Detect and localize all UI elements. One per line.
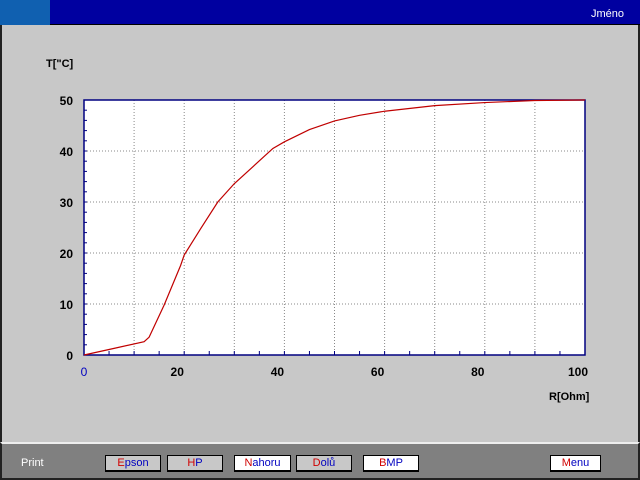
x-tick-label: 20 — [171, 365, 185, 379]
x-tick-label: 60 — [371, 365, 385, 379]
button-hotkey: N — [244, 457, 253, 469]
x-tick-label: 100 — [568, 365, 588, 379]
plot-border — [83, 99, 586, 356]
button-hotkey: E — [117, 457, 125, 469]
button-hotkey: D — [312, 457, 321, 469]
menu-button[interactable]: Menu — [550, 455, 601, 472]
y-tick-label: 40 — [60, 145, 74, 159]
epson-button[interactable]: Epson — [105, 455, 161, 472]
y-tick-label: 50 — [60, 94, 74, 108]
y-tick-label: 20 — [60, 247, 74, 261]
button-label: MP — [386, 457, 403, 469]
nahoru-button[interactable]: Nahoru — [234, 455, 291, 472]
print-label: Print — [21, 457, 44, 469]
y-tick-label: 30 — [60, 196, 74, 210]
chart: 0 20 40 60 80 100 0 10 20 30 40 50 — [60, 94, 589, 379]
user-name-label: Jméno — [590, 8, 624, 20]
button-label: P — [195, 457, 203, 469]
y-tick-label: 10 — [60, 298, 74, 312]
bottom-toolbar: Print Epson HP Nahoru Dolů BMP Menu — [0, 442, 640, 480]
temperature-curve — [83, 99, 586, 356]
x-tick-label: 80 — [471, 365, 485, 379]
button-hotkey: B — [379, 457, 387, 469]
y-tick-label: 0 — [66, 349, 73, 363]
hp-button[interactable]: HP — [167, 455, 223, 472]
chart-panel — [0, 25, 640, 442]
dolu-button[interactable]: Dolů — [296, 455, 352, 472]
x-axis-label: R[Ohm] — [549, 391, 590, 403]
x-tick-label: 0 — [81, 365, 88, 379]
button-label: pson — [124, 457, 149, 469]
title-bar: Jméno — [0, 0, 640, 25]
logo — [0, 0, 50, 25]
button-label: enu — [570, 457, 590, 469]
x-tick-label: 40 — [271, 365, 285, 379]
button-label: olů — [320, 457, 336, 469]
button-label: ahoru — [252, 457, 281, 469]
button-hotkey: H — [187, 457, 196, 469]
button-hotkey: M — [561, 457, 571, 469]
y-axis-label: T["C] — [46, 58, 74, 70]
bmp-button[interactable]: BMP — [363, 455, 419, 472]
